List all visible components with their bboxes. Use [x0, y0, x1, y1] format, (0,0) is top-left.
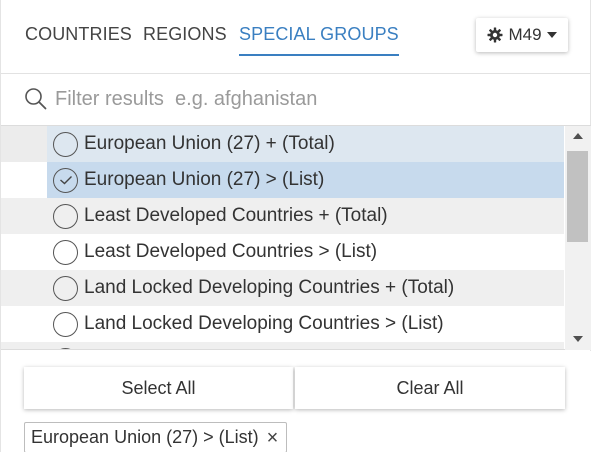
list-item-label: Land Locked Developing Countries + (Tota…	[84, 277, 455, 298]
selected-chip: European Union (27) > (List) ×	[24, 422, 288, 452]
caret-down-icon	[546, 32, 557, 38]
scroll-up-arrow-icon[interactable]	[573, 133, 583, 139]
list-item-partial[interactable]	[1, 342, 564, 349]
list-item-label: European Union (27) > (List)	[84, 169, 325, 190]
search-bar	[1, 75, 591, 126]
tab-bar: COUNTRIES REGIONS SPECIAL GROUPS	[1, 0, 591, 74]
radio-unchecked-icon[interactable]	[53, 311, 78, 337]
radio-unchecked-icon[interactable]	[53, 347, 78, 349]
radio-checked-icon[interactable]	[53, 167, 78, 193]
tab-countries[interactable]: COUNTRIES	[25, 24, 132, 44]
radio-unchecked-icon[interactable]	[53, 239, 78, 265]
area-selector-panel: COUNTRIES REGIONS SPECIAL GROUPS	[0, 0, 591, 452]
selected-chip-label: European Union (27) > (List)	[31, 427, 259, 447]
m49-label: M49	[508, 25, 542, 44]
close-icon[interactable]: ×	[266, 426, 279, 449]
list-item[interactable]: European Union (27) > (List)	[1, 162, 564, 198]
scroll-thumb[interactable]	[567, 151, 588, 242]
list-item[interactable]: European Union (27) + (Total)	[1, 126, 564, 162]
tab-special-groups[interactable]: SPECIAL GROUPS	[239, 24, 399, 56]
list-item[interactable]: Land Locked Developing Countries + (Tota…	[1, 270, 564, 306]
radio-unchecked-icon[interactable]	[53, 203, 78, 229]
list-scrollbar[interactable]	[565, 126, 591, 350]
list-item[interactable]: Land Locked Developing Countries > (List…	[1, 306, 564, 342]
radio-unchecked-icon[interactable]	[53, 131, 78, 157]
radio-unchecked-icon[interactable]	[53, 275, 78, 301]
group-list: European Union (27) + (Total) European U…	[1, 126, 591, 350]
list-item-label: Land Locked Developing Countries > (List…	[84, 313, 444, 334]
list-item-label: Least Developed Countries > (List)	[84, 241, 378, 262]
tab-regions[interactable]: REGIONS	[143, 24, 227, 44]
clear-all-button[interactable]: Clear All	[295, 367, 565, 409]
selection-footer: Select All Clear All European Union (27)…	[1, 351, 591, 452]
list-item[interactable]: Least Developed Countries > (List)	[1, 234, 564, 270]
search-input[interactable]	[55, 84, 555, 114]
list-item-label: Least Developed Countries + (Total)	[84, 205, 388, 226]
list-item[interactable]: Least Developed Countries + (Total)	[1, 198, 564, 234]
scroll-down-arrow-icon[interactable]	[573, 336, 583, 342]
m49-settings-button[interactable]: M49	[476, 18, 568, 52]
list-item-label: European Union (27) + (Total)	[84, 133, 335, 154]
select-all-button[interactable]: Select All	[24, 367, 293, 409]
search-icon	[24, 87, 48, 116]
gear-icon	[487, 27, 503, 43]
